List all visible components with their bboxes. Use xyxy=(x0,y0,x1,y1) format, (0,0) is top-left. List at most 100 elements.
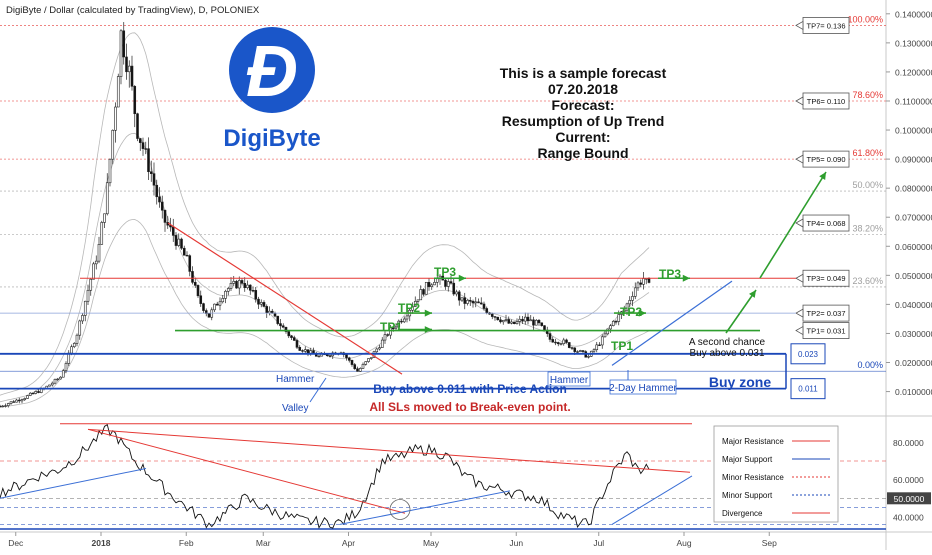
candle-down xyxy=(0,405,2,408)
candle-up xyxy=(592,349,596,352)
candle-up xyxy=(232,280,236,284)
valley-label: Valley xyxy=(282,403,309,414)
candle-up xyxy=(61,370,65,378)
candle-down xyxy=(306,349,310,354)
candle-up xyxy=(6,403,10,406)
candle-down xyxy=(243,283,247,289)
forecast-line-2: 07.20.2018 xyxy=(548,81,618,97)
candle-down xyxy=(353,364,357,370)
fib-levels: 100.00% 78.60% 61.80% 50.00% 38.20% 23.60% 0.0… xyxy=(0,14,886,372)
candle-up xyxy=(361,364,365,369)
digibyte-logo-name: DigiByte xyxy=(223,125,320,152)
candle-up xyxy=(609,325,612,330)
candle-up xyxy=(534,319,538,326)
candle-up xyxy=(116,76,120,108)
candle-up xyxy=(75,334,79,344)
candle-down xyxy=(551,339,555,343)
candle-up xyxy=(383,334,387,341)
candle-up xyxy=(114,106,117,131)
target-box: TP2= 0.037 xyxy=(795,304,850,322)
candle-down xyxy=(196,285,200,297)
band-lower xyxy=(0,219,650,408)
candle-down xyxy=(284,327,288,332)
candle-up xyxy=(435,278,439,283)
candle-down xyxy=(581,350,585,352)
candle-down xyxy=(301,350,304,352)
candle-up xyxy=(4,405,7,407)
candle-up xyxy=(633,287,637,297)
candle-up xyxy=(576,351,579,353)
candle-up xyxy=(28,392,32,396)
legend-item-label: Divergence xyxy=(722,509,763,518)
candle-up xyxy=(380,339,384,348)
candle-up xyxy=(397,320,401,328)
candle-up xyxy=(105,182,109,215)
time-axis-tick-label: May xyxy=(423,538,440,548)
candle-down xyxy=(570,347,574,349)
tp3-left-label: TP3 xyxy=(434,265,456,279)
target-box-label: TP4= 0.068 xyxy=(807,219,846,228)
target-box-label: TP7= 0.136 xyxy=(807,21,846,30)
candle-up xyxy=(358,368,362,372)
target-box: TP1= 0.031 xyxy=(795,322,850,339)
two-day-hammer-box xyxy=(609,379,677,395)
target-box: TP5= 0.090 xyxy=(795,150,850,168)
candle-up xyxy=(111,129,115,160)
candle-up xyxy=(72,343,76,348)
candle-down xyxy=(188,255,192,272)
target-box-label: TP6= 0.110 xyxy=(807,97,845,106)
forecast-text: This is a sample forecast 07.20.2018 For… xyxy=(500,65,667,161)
tp2-left-label: TP2 xyxy=(398,301,420,315)
candle-up xyxy=(600,336,604,346)
candle-up xyxy=(94,260,98,265)
oscillator: 40.0000 60.0000 80.0000 50.0000 Major Resist… xyxy=(0,423,931,530)
candle-up xyxy=(389,327,392,336)
symbol-title: DigiByte / Dollar (calculated by Trading… xyxy=(6,5,260,16)
candle-down xyxy=(347,357,351,361)
two-day-hammer-label: 2-Day Hammer xyxy=(609,383,677,394)
candle-up xyxy=(224,290,227,299)
candle-up xyxy=(617,314,621,322)
candle-down xyxy=(427,281,431,287)
candle-down xyxy=(521,318,524,322)
fib-level-label: 61.80% xyxy=(852,148,883,158)
target-box: TP3= 0.049 xyxy=(795,269,850,287)
target-box-pointer xyxy=(795,154,804,164)
sl-note-label: All SLs moved to Break-even point. xyxy=(369,400,570,414)
candle-up xyxy=(108,158,112,184)
candle-down xyxy=(235,280,238,289)
candle-down xyxy=(37,391,40,393)
time-axis: Dec 2018 Feb Mar Apr May Jun Jul Aug Sep xyxy=(8,532,777,548)
candle-down xyxy=(240,280,244,284)
digibyte-logo: Ð DigiByte xyxy=(223,27,321,152)
candle-down xyxy=(452,282,456,295)
projection-arrow-1-head xyxy=(749,290,756,298)
projection-arrow-1 xyxy=(725,289,757,334)
projection-arrow-2-head xyxy=(819,172,826,180)
candle-down xyxy=(125,56,128,73)
candle-up xyxy=(177,238,181,246)
candle-up xyxy=(375,348,379,353)
candle-down xyxy=(281,325,285,328)
price-axis: 0.01000000 0.02000000 0.03000000 0.04000000… xyxy=(886,9,932,397)
tp3-right-arrow-head xyxy=(682,274,690,282)
candle-up xyxy=(221,298,225,303)
candle-up xyxy=(81,315,84,322)
candle-down xyxy=(540,322,544,326)
target-box-pointer xyxy=(795,20,804,31)
time-axis-tick-label: Feb xyxy=(179,538,194,548)
candle-down xyxy=(257,298,260,305)
tp2-left-arrow-head xyxy=(424,309,432,317)
divergence-line-1 xyxy=(87,428,406,514)
candle-up xyxy=(405,315,409,320)
candle-up xyxy=(92,263,95,280)
support-line-1 xyxy=(0,467,147,499)
support-box-label: 0.023 xyxy=(798,350,819,359)
candle-up xyxy=(402,318,406,323)
support-box xyxy=(790,343,826,365)
downtrend-line xyxy=(167,222,403,375)
candle-down xyxy=(130,65,134,87)
oscillator-axis-label: 80.0000 xyxy=(893,438,924,448)
candle-down xyxy=(490,313,494,317)
